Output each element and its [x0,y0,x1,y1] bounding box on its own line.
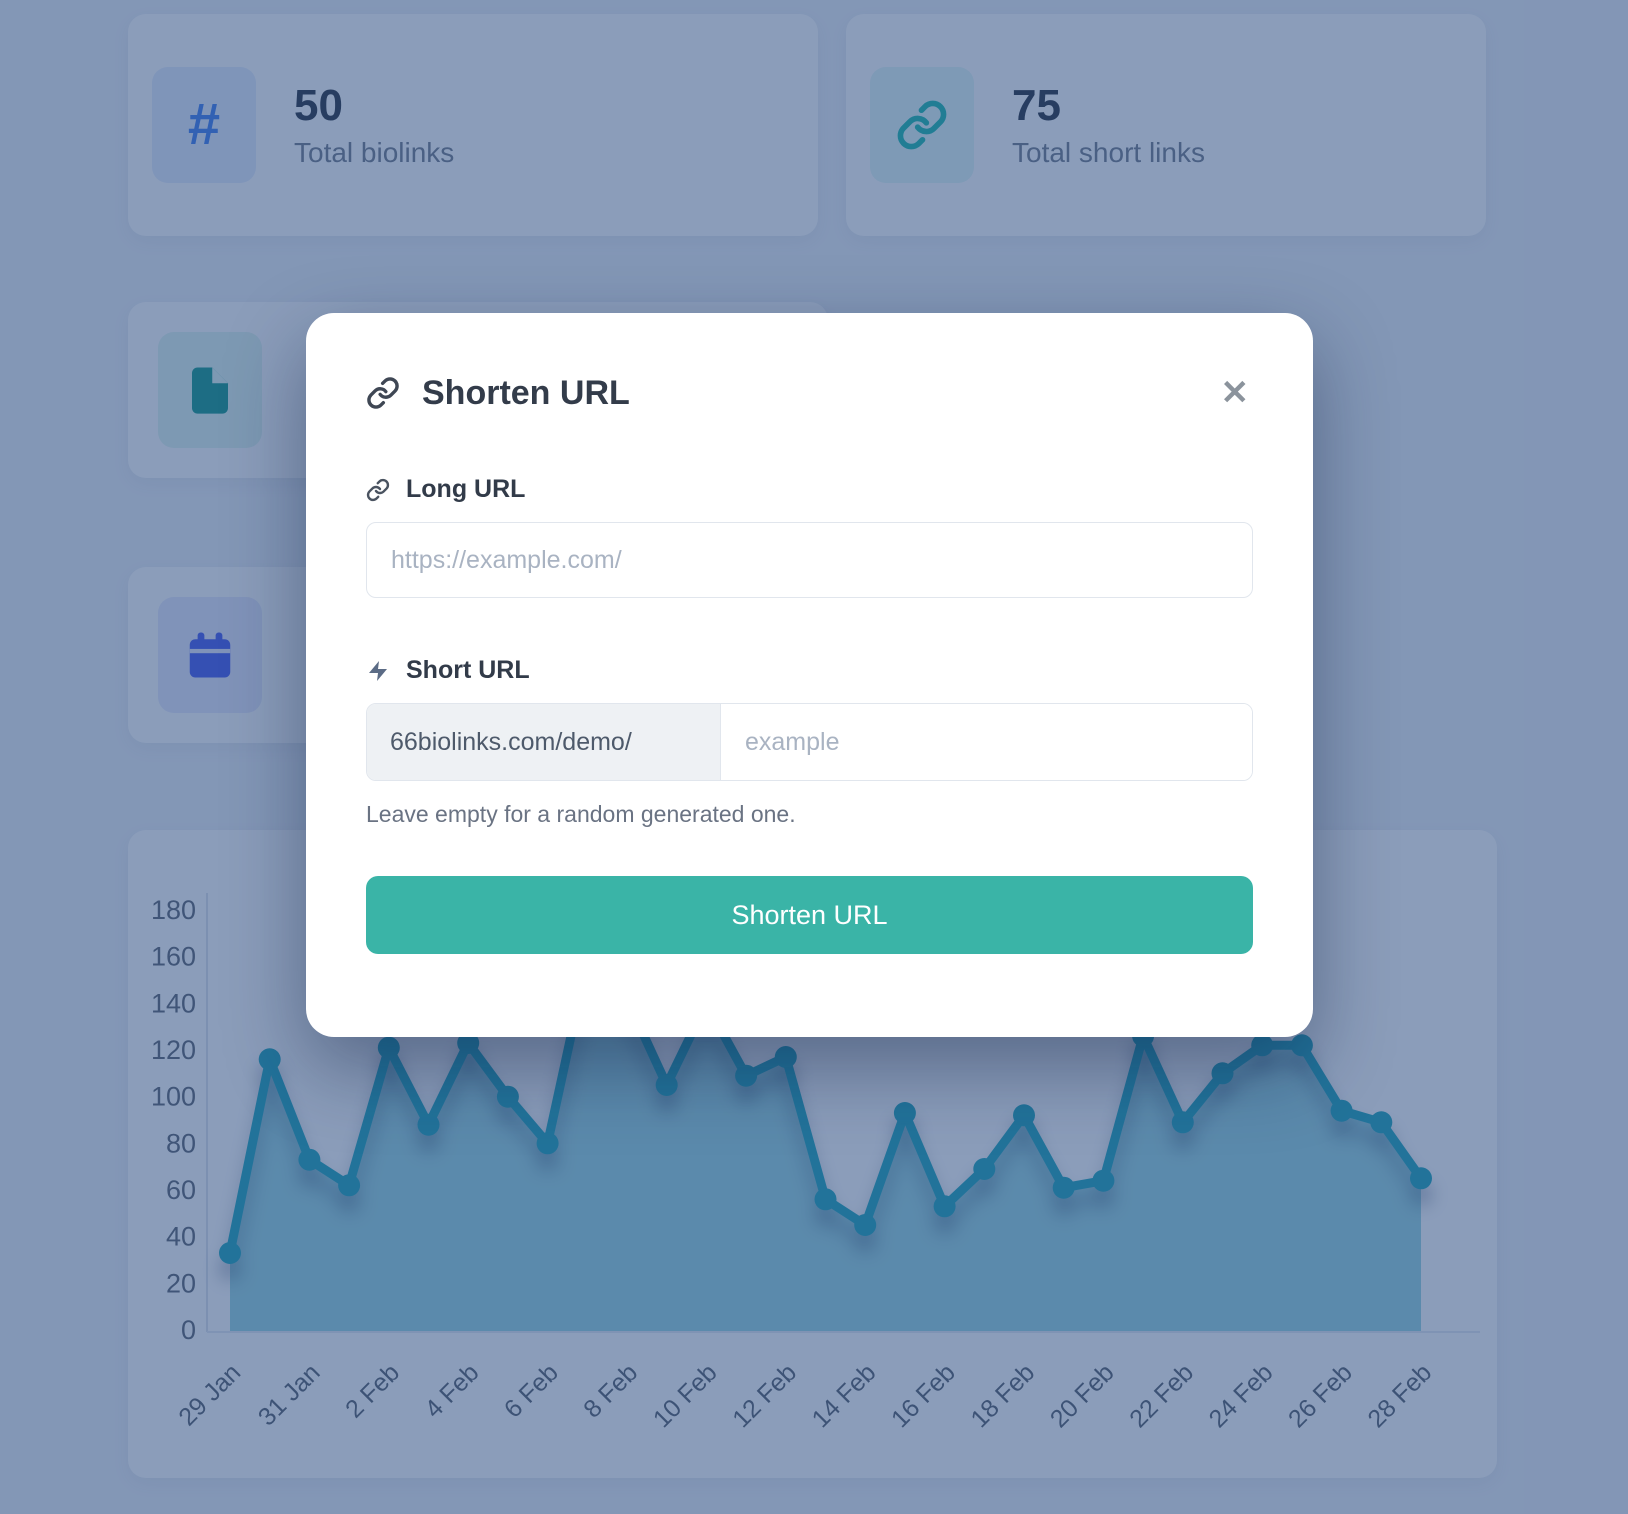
modal-header: Shorten URL ✕ [366,371,1253,415]
short-url-input[interactable] [721,704,1252,780]
shorten-url-button[interactable]: Shorten URL [366,876,1253,954]
short-url-helper-text: Leave empty for a random generated one. [366,801,796,827]
short-url-prefix: 66biolinks.com/demo/ [367,704,721,780]
close-button[interactable]: ✕ [1217,376,1254,410]
long-url-input[interactable] [366,522,1253,598]
lightning-icon [369,660,387,681]
short-url-input-group: 66biolinks.com/demo/ [366,703,1253,781]
short-url-label-row: Short URL [366,656,1253,685]
modal-title: Shorten URL [422,373,630,412]
link-icon [366,478,390,501]
short-url-label: Short URL [406,656,530,684]
long-url-label-row: Long URL [366,475,1253,504]
link-icon [367,377,399,409]
long-url-label: Long URL [406,475,526,503]
shorten-url-modal: Shorten URL ✕ Long URL Short URL 66bioli… [306,313,1313,1037]
